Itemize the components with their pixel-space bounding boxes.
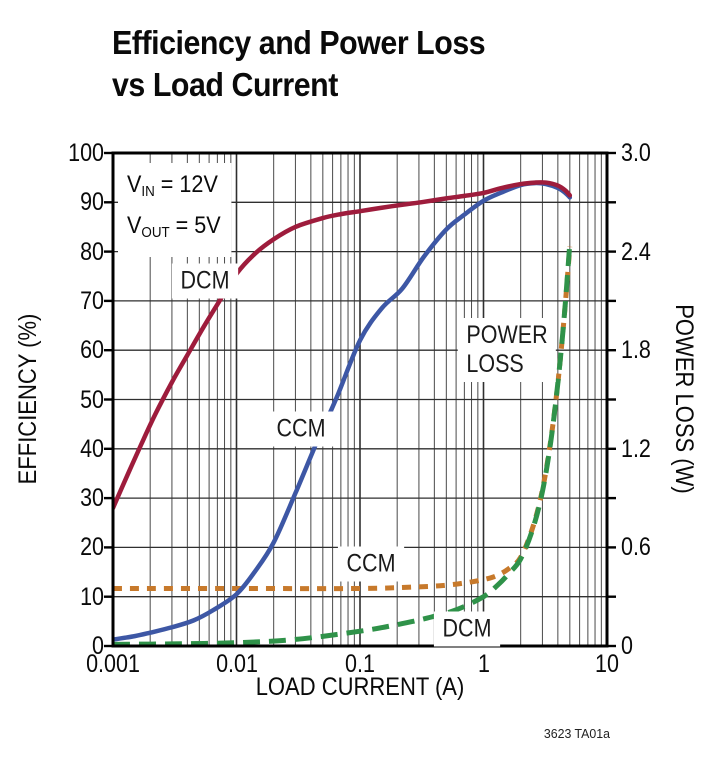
y-left-tick-100: 100 [68, 139, 104, 167]
y-left-tick-10: 10 [80, 582, 104, 611]
label-ccm-efficiency: CCM [267, 411, 334, 447]
x-axis-title: LOAD CURRENT (A) [255, 673, 465, 701]
vin-condition: VIN = 12V [127, 171, 218, 201]
y-left-tick-0: 0 [92, 632, 104, 660]
label-ccm-power-loss: CCM [338, 546, 405, 582]
label-power-loss-curves: POWER LOSS [457, 318, 557, 383]
y-right-tick-2.4: 2.4 [621, 237, 651, 266]
y-right-tick-1.2: 1.2 [621, 434, 651, 463]
y-left-tick-70: 70 [80, 286, 104, 315]
test-conditions-box: VIN = 12V VOUT = 5V [118, 163, 232, 258]
label-dcm-efficiency: DCM [172, 263, 239, 299]
vout-condition: VOUT = 5V [127, 212, 221, 242]
y-left-tick-30: 30 [80, 484, 104, 513]
y-right-tick-0.6: 0.6 [621, 533, 651, 562]
y-left-tick-50: 50 [80, 385, 104, 414]
label-dcm-power-loss: DCM [433, 611, 500, 647]
figure-code: 3623 TA01a [543, 726, 610, 741]
x-tick-10: 10 [595, 650, 619, 678]
x-tick-0.01: 0.01 [215, 650, 258, 678]
y-left-tick-90: 90 [80, 188, 104, 217]
x-tick-0.1: 0.1 [345, 650, 375, 678]
x-tick-1: 1 [477, 650, 490, 678]
y-left-tick-20: 20 [80, 533, 104, 562]
chart-title-line2: vs Load Current [112, 66, 338, 103]
y-right-tick-3.0: 3.0 [621, 139, 651, 167]
chart-title-line1: Efficiency and Power Loss [112, 24, 486, 61]
y-axis-right-title: POWER LOSS (W) [670, 304, 698, 494]
curve-dcm-power-loss [113, 243, 573, 646]
y-right-tick-0: 0 [621, 632, 633, 660]
y-left-tick-60: 60 [80, 336, 104, 365]
y-left-tick-40: 40 [80, 434, 104, 463]
x-tick-0.001: 0.001 [86, 650, 140, 678]
y-left-tick-80: 80 [80, 237, 104, 266]
curve-dcm-efficiency [113, 180, 573, 511]
curve-ccm-power-loss [113, 246, 573, 592]
y-right-tick-1.8: 1.8 [621, 336, 651, 365]
chart-title: Efficiency and Power Loss vs Load Curren… [112, 22, 486, 106]
